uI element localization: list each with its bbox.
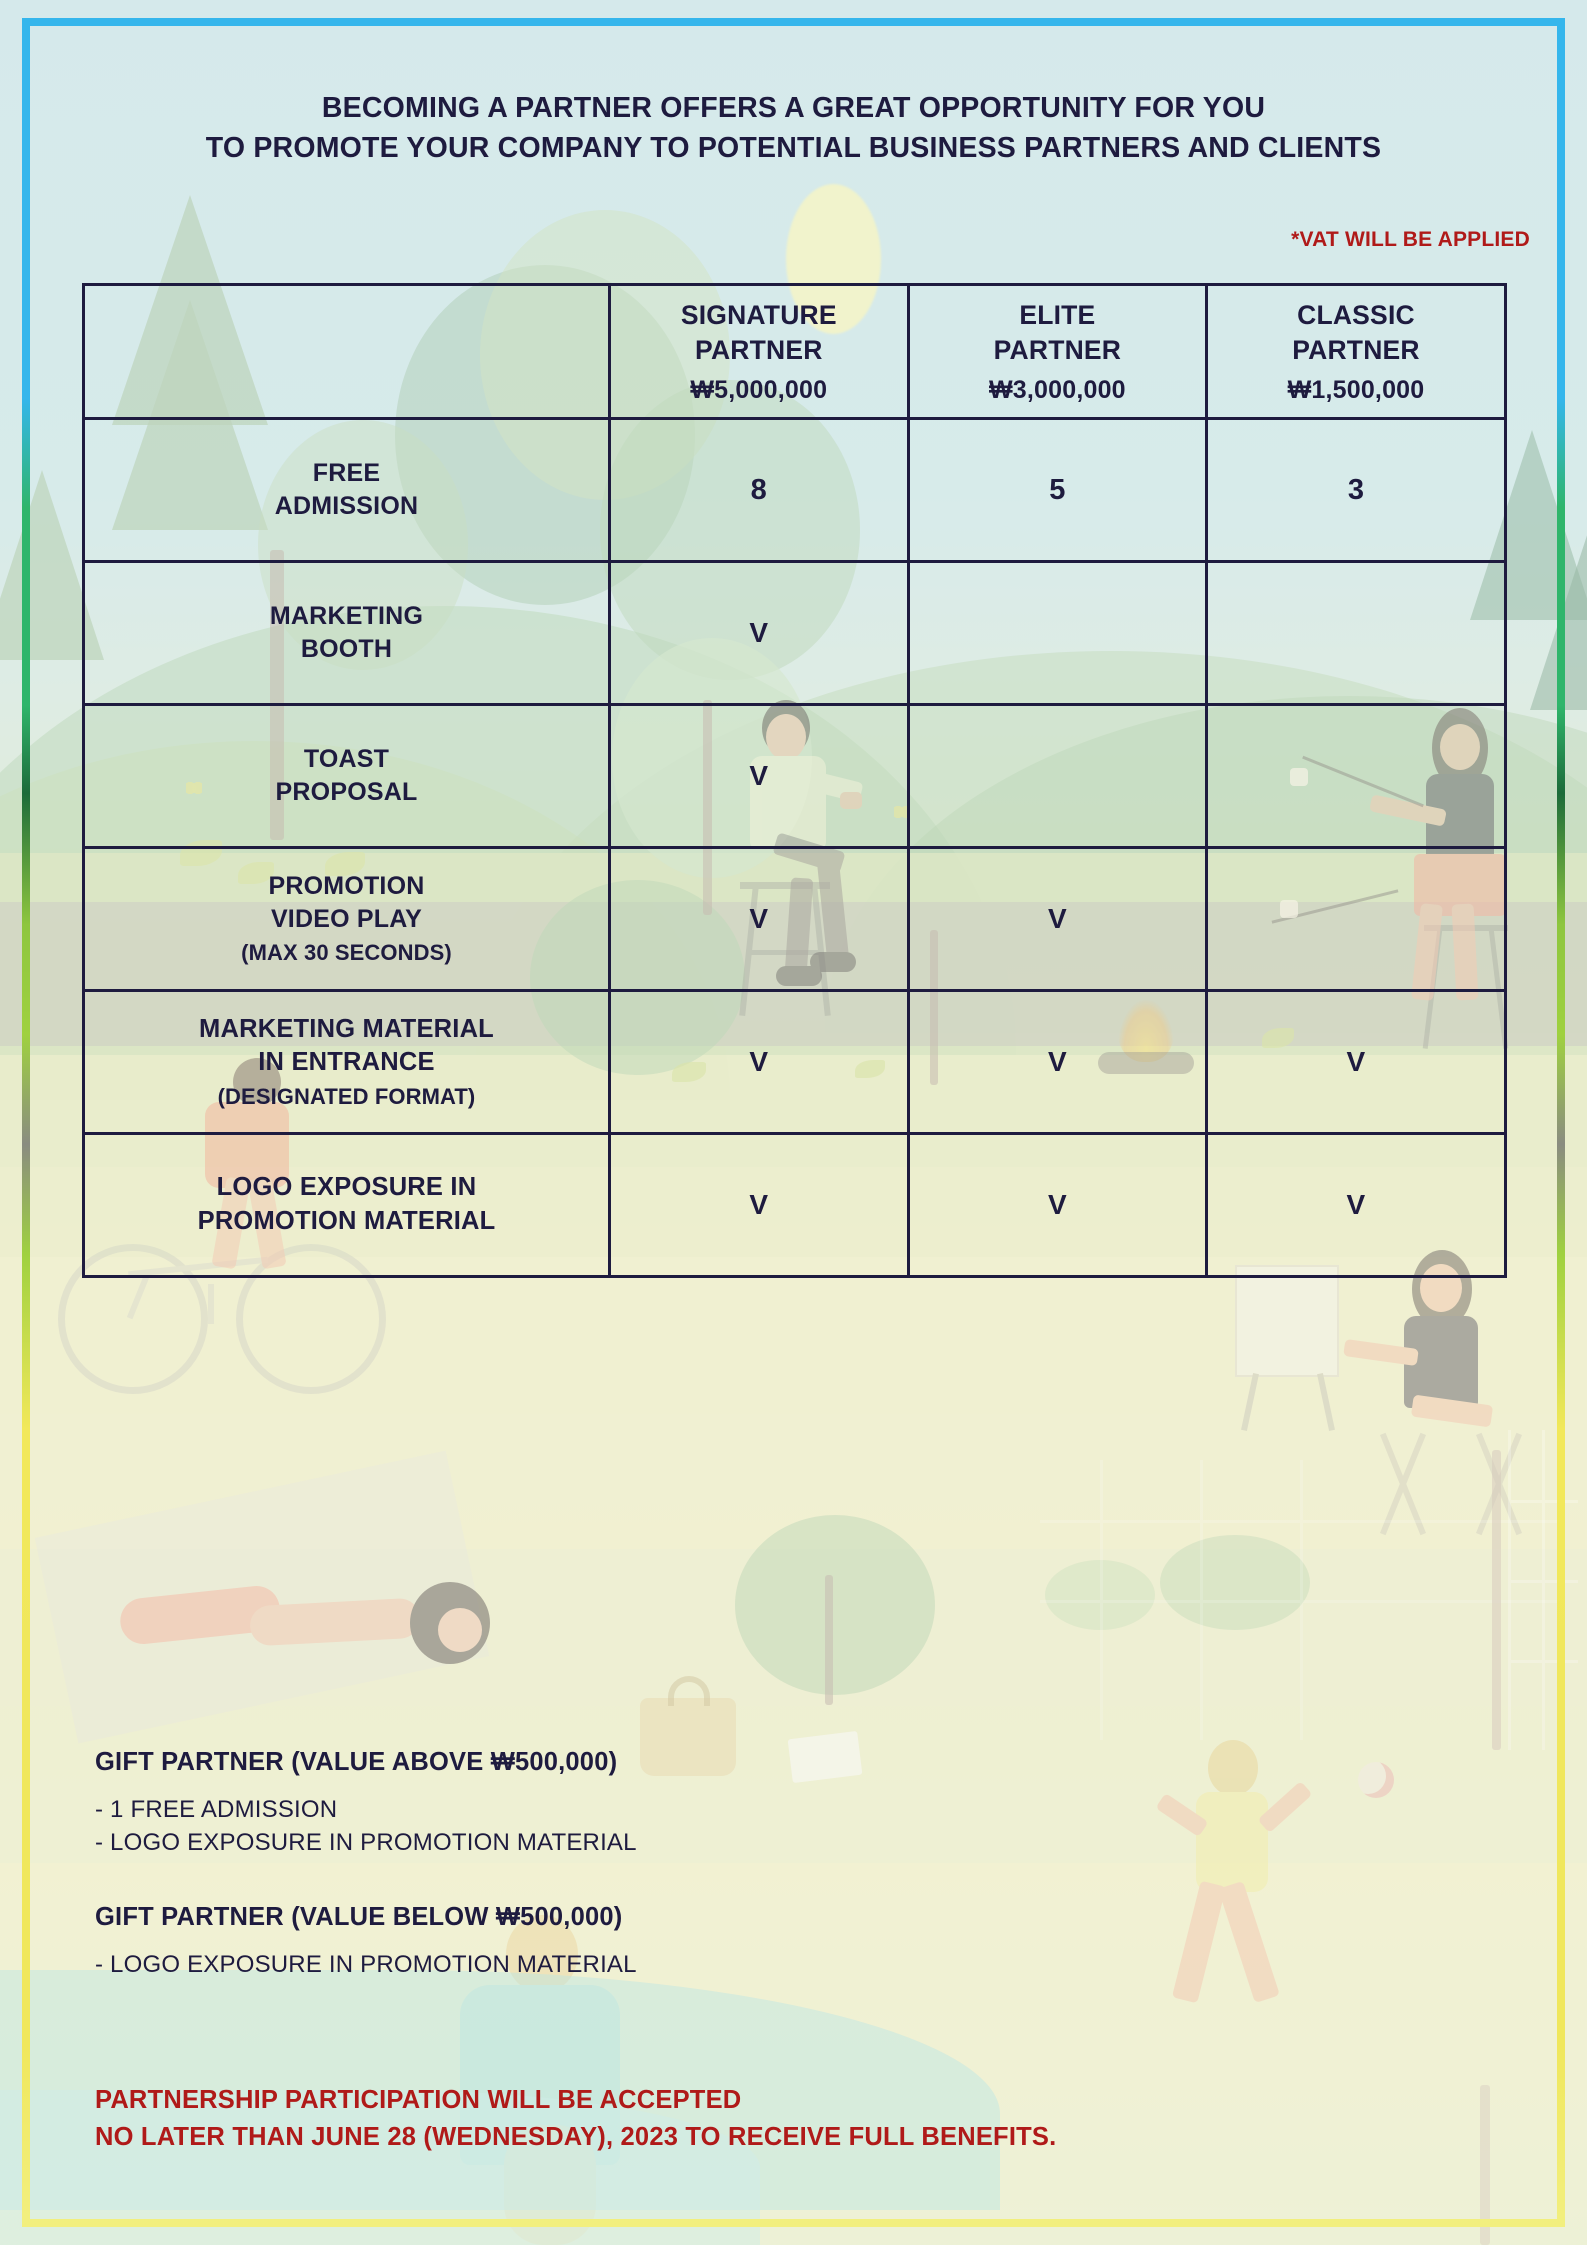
headline-line-2: TO PROMOTE YOUR COMPANY TO POTENTIAL BUS…: [205, 132, 1382, 165]
gift-above-title: GIFT PARTNER (VALUE ABOVE ₩500,000): [95, 1748, 618, 1776]
tier-price: ₩3,000,000: [988, 375, 1126, 404]
tier-name-line-1: CLASSIC: [1297, 300, 1415, 331]
benefit-value-classic: [1205, 846, 1507, 992]
benefit-label-line-2: VIDEO PLAY: [270, 905, 423, 934]
page-title: BECOMING A PARTNER OFFERS A GREAT OPPORT…: [0, 88, 1587, 169]
gift-below-title: GIFT PARTNER (VALUE BELOW ₩500,000): [95, 1903, 623, 1932]
benefit-label-promotion-video: PROMOTION VIDEO PLAY (MAX 30 SECONDS): [82, 846, 611, 992]
table-row: LOGO EXPOSURE IN PROMOTION MATERIAL V V …: [82, 1132, 1507, 1278]
benefit-label-line-2: PROPOSAL: [275, 778, 418, 806]
benefit-label-line-1: LOGO EXPOSURE IN: [216, 1173, 477, 1202]
gift-above-item: - 1 FREE ADMISSION: [95, 1796, 338, 1823]
benefit-value-elite: [906, 703, 1209, 849]
table-body: FREE ADMISSION 8 5 3 MARKETING BOOTH V T…: [82, 417, 1507, 1278]
gift-above-item: - LOGO EXPOSURE IN PROMOTION MATERIAL: [95, 1829, 637, 1857]
table-header: SIGNATURE PARTNER ₩5,000,000 ELITE PARTN…: [82, 283, 1507, 420]
table-corner-cell: [82, 283, 611, 420]
benefit-label-line-2: BOOTH: [300, 635, 393, 663]
tier-name: SIGNATURE PARTNER: [611, 298, 907, 368]
benefit-value-signature: V: [608, 846, 910, 992]
benefit-value-classic: V: [1205, 989, 1507, 1135]
benefit-label-marketing-material: MARKETING MATERIAL IN ENTRANCE (DESIGNAT…: [82, 989, 611, 1135]
benefit-value-classic: 3: [1205, 417, 1507, 563]
table-row: MARKETING BOOTH V: [82, 560, 1507, 706]
benefit-value-elite: V: [906, 846, 1209, 992]
benefit-value-signature: V: [608, 703, 910, 849]
table-row: PROMOTION VIDEO PLAY (MAX 30 SECONDS) V …: [82, 846, 1507, 992]
tier-name-line-2: PARTNER: [1292, 335, 1420, 365]
benefit-label-line-1: MARKETING MATERIAL: [199, 1014, 494, 1043]
benefit-value-classic: V: [1205, 1132, 1507, 1278]
tier-name: ELITE PARTNER: [910, 298, 1206, 368]
tier-name: CLASSIC PARTNER: [1208, 298, 1504, 368]
table-header-row: SIGNATURE PARTNER ₩5,000,000 ELITE PARTN…: [82, 283, 1507, 420]
deadline-line-2: NO LATER THAN JUNE 28 (WEDNESDAY), 2023 …: [95, 2122, 1057, 2151]
tier-price: ₩1,500,000: [1287, 375, 1425, 404]
notes-spacer: [95, 1859, 1475, 1903]
benefit-label-line-2: PROMOTION MATERIAL: [197, 1207, 496, 1235]
table-row: MARKETING MATERIAL IN ENTRANCE (DESIGNAT…: [82, 989, 1507, 1135]
benefit-value-classic: [1205, 703, 1507, 849]
benefit-label-line-1: FREE: [312, 459, 381, 487]
benefit-label-sub: (DESIGNATED FORMAT): [217, 1084, 476, 1110]
benefit-label-sub: (MAX 30 SECONDS): [241, 940, 452, 966]
benefit-value-classic: [1205, 560, 1507, 706]
tier-name-line-2: PARTNER: [993, 335, 1122, 365]
tier-header-signature: SIGNATURE PARTNER ₩5,000,000: [608, 283, 910, 420]
table-row: FREE ADMISSION 8 5 3: [82, 417, 1507, 563]
benefit-value-signature: V: [608, 560, 910, 706]
tier-price: ₩5,000,000: [690, 375, 828, 404]
benefit-value-elite: V: [906, 1132, 1209, 1278]
tier-name-line-1: ELITE: [1019, 300, 1096, 331]
benefit-label-marketing-booth: MARKETING BOOTH: [82, 560, 611, 706]
benefit-value-signature: 8: [608, 417, 910, 563]
benefit-label-line-1: PROMOTION: [268, 872, 425, 901]
deadline-notice: PARTNERSHIP PARTICIPATION WILL BE ACCEPT…: [95, 2082, 1056, 2156]
gift-partner-notes: GIFT PARTNER (VALUE ABOVE ₩500,000) - 1 …: [95, 1748, 1475, 1981]
headline-line-1: BECOMING A PARTNER OFFERS A GREAT OPPORT…: [321, 92, 1266, 124]
benefit-label-toast-proposal: TOAST PROPOSAL: [82, 703, 611, 849]
tier-name-line-1: SIGNATURE: [680, 300, 837, 331]
benefit-value-elite: 5: [906, 417, 1209, 563]
vat-note: *VAT WILL BE APPLIED: [1291, 228, 1530, 251]
benefit-label-line-2: IN ENTRANCE: [258, 1048, 435, 1077]
table-row: TOAST PROPOSAL V: [82, 703, 1507, 849]
tier-header-elite: ELITE PARTNER ₩3,000,000: [906, 283, 1209, 420]
benefit-label-free-admission: FREE ADMISSION: [82, 417, 611, 563]
benefit-label-line-1: MARKETING: [269, 602, 424, 630]
benefit-value-elite: V: [906, 989, 1209, 1135]
benefit-label-logo-exposure: LOGO EXPOSURE IN PROMOTION MATERIAL: [82, 1132, 611, 1278]
deadline-line-1: PARTNERSHIP PARTICIPATION WILL BE ACCEPT…: [95, 2086, 742, 2114]
benefit-label-line-1: TOAST: [303, 745, 390, 773]
tier-header-classic: CLASSIC PARTNER ₩1,500,000: [1205, 283, 1507, 420]
benefit-value-signature: V: [608, 1132, 910, 1278]
gift-below-item: - LOGO EXPOSURE IN PROMOTION MATERIAL: [95, 1951, 637, 1979]
benefit-value-signature: V: [608, 989, 910, 1135]
benefit-value-elite: [906, 560, 1209, 706]
tier-name-line-2: PARTNER: [695, 335, 823, 365]
partner-benefits-table: SIGNATURE PARTNER ₩5,000,000 ELITE PARTN…: [82, 283, 1507, 1278]
benefit-label-line-2: ADMISSION: [274, 492, 419, 520]
